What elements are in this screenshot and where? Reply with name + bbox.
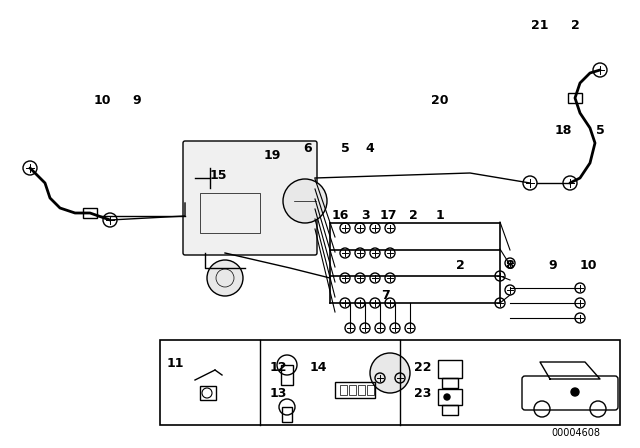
Text: 19: 19 bbox=[263, 148, 281, 161]
Bar bbox=[281, 365, 293, 385]
Text: 5: 5 bbox=[596, 124, 604, 137]
Circle shape bbox=[207, 260, 243, 296]
Text: 14: 14 bbox=[309, 361, 327, 374]
Text: 9: 9 bbox=[548, 258, 557, 271]
Text: 12: 12 bbox=[269, 361, 287, 374]
Text: 9: 9 bbox=[132, 94, 141, 107]
Text: 00004608: 00004608 bbox=[551, 428, 600, 438]
Text: 3: 3 bbox=[361, 208, 369, 221]
Text: 18: 18 bbox=[554, 124, 572, 137]
Bar bbox=[200, 193, 260, 233]
Bar bbox=[160, 340, 620, 425]
Bar bbox=[282, 407, 292, 422]
Text: 20: 20 bbox=[431, 94, 449, 107]
Bar bbox=[568, 93, 582, 103]
Text: 22: 22 bbox=[414, 361, 432, 374]
Bar bbox=[340, 385, 347, 395]
Text: 17: 17 bbox=[380, 208, 397, 221]
Text: 15: 15 bbox=[209, 168, 227, 181]
Text: 1: 1 bbox=[436, 208, 444, 221]
Text: 4: 4 bbox=[365, 142, 374, 155]
Bar bbox=[83, 208, 97, 218]
Text: 7: 7 bbox=[381, 289, 389, 302]
Text: 2: 2 bbox=[408, 208, 417, 221]
Text: 16: 16 bbox=[332, 208, 349, 221]
Bar bbox=[367, 385, 374, 395]
Circle shape bbox=[444, 394, 450, 400]
Bar bbox=[349, 385, 356, 395]
Text: 10: 10 bbox=[579, 258, 596, 271]
Text: 5: 5 bbox=[340, 142, 349, 155]
Text: 10: 10 bbox=[93, 94, 111, 107]
Text: 23: 23 bbox=[414, 387, 432, 400]
Text: 21: 21 bbox=[531, 18, 548, 31]
Bar bbox=[358, 385, 365, 395]
FancyBboxPatch shape bbox=[183, 141, 317, 255]
Bar bbox=[200, 386, 216, 400]
Text: 13: 13 bbox=[269, 387, 287, 400]
Bar bbox=[335, 382, 375, 398]
Circle shape bbox=[283, 179, 327, 223]
Circle shape bbox=[370, 353, 410, 393]
Bar bbox=[438, 389, 462, 405]
Bar bbox=[442, 378, 458, 388]
Bar bbox=[442, 405, 458, 415]
Text: 2: 2 bbox=[456, 258, 465, 271]
Text: 8: 8 bbox=[506, 258, 515, 271]
Bar bbox=[438, 360, 462, 378]
Circle shape bbox=[571, 388, 579, 396]
Text: 2: 2 bbox=[571, 18, 579, 31]
Text: 11: 11 bbox=[166, 357, 184, 370]
Text: 6: 6 bbox=[304, 142, 312, 155]
